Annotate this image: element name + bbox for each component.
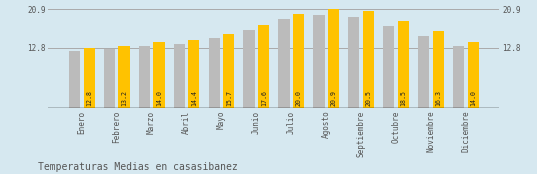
Text: 20.5: 20.5 (366, 90, 372, 106)
Text: 14.0: 14.0 (470, 90, 476, 106)
Bar (398, 21, 409, 108)
Bar (453, 46, 464, 108)
Bar (328, 9, 339, 108)
Bar (139, 46, 150, 108)
Text: 14.4: 14.4 (191, 90, 197, 106)
Bar (418, 36, 429, 108)
Text: 14.0: 14.0 (156, 90, 162, 106)
Bar (208, 38, 220, 108)
Text: 18.5: 18.5 (401, 90, 407, 106)
Bar (119, 46, 129, 108)
Bar (243, 30, 255, 108)
Text: Temperaturas Medias en casasibanez: Temperaturas Medias en casasibanez (38, 162, 237, 172)
Bar (69, 51, 80, 108)
Bar (223, 34, 234, 108)
Bar (383, 26, 394, 108)
Text: 20.0: 20.0 (296, 90, 302, 106)
Bar (84, 48, 95, 108)
Bar (363, 11, 374, 108)
Bar (104, 49, 115, 108)
Text: 12.8: 12.8 (86, 90, 92, 106)
Bar (314, 15, 324, 108)
Text: 16.3: 16.3 (436, 90, 441, 106)
Bar (433, 31, 444, 108)
Bar (468, 42, 479, 108)
Bar (154, 42, 164, 108)
Text: 13.2: 13.2 (121, 90, 127, 106)
Bar (258, 25, 270, 108)
Text: 20.9: 20.9 (331, 90, 337, 106)
Bar (349, 17, 359, 108)
Bar (293, 14, 304, 108)
Bar (278, 19, 289, 108)
Bar (173, 44, 185, 108)
Bar (188, 40, 199, 108)
Text: 15.7: 15.7 (226, 90, 232, 106)
Text: 17.6: 17.6 (261, 90, 267, 106)
